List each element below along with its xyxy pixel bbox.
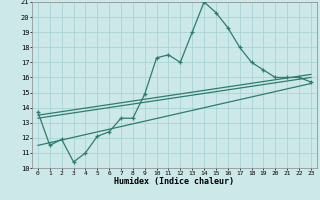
X-axis label: Humidex (Indice chaleur): Humidex (Indice chaleur) [115, 177, 234, 186]
